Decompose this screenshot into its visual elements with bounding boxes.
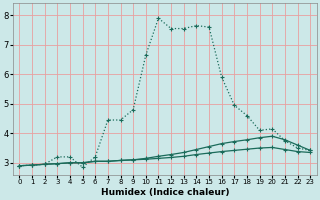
X-axis label: Humidex (Indice chaleur): Humidex (Indice chaleur) [100,188,229,197]
